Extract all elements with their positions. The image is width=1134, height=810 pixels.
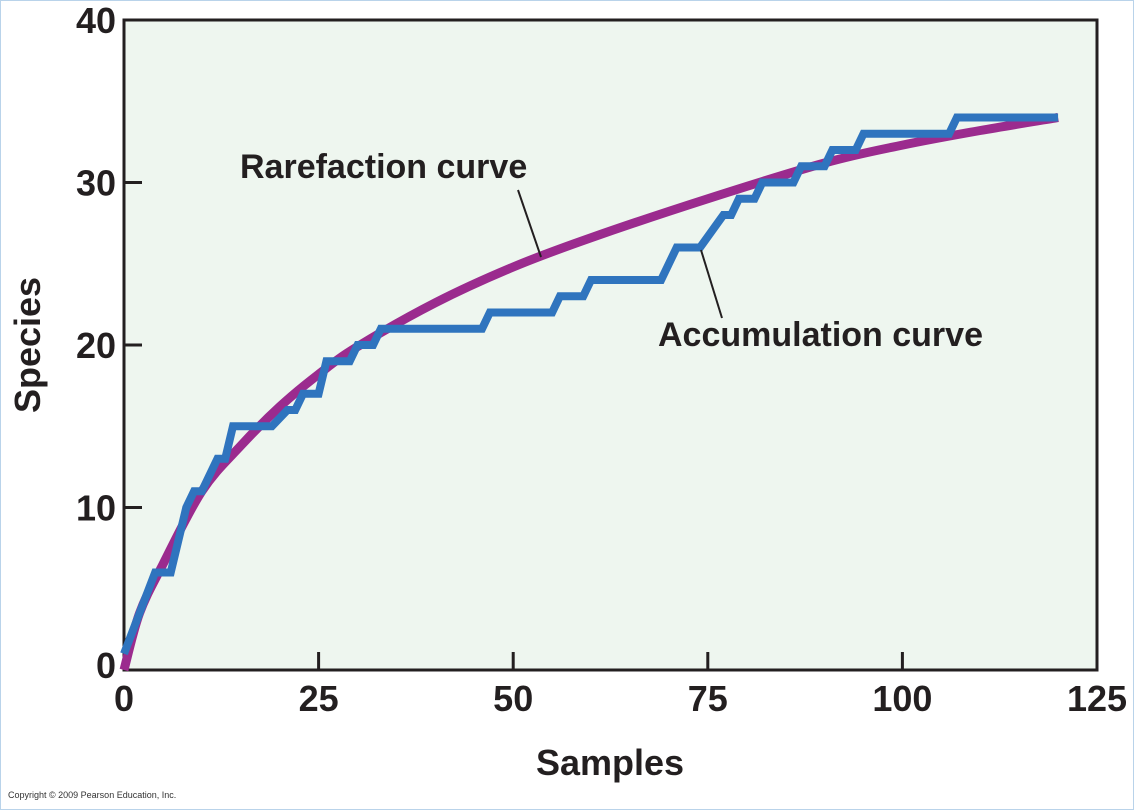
x-tick-label: 0 [114,678,134,719]
plot-background [122,18,1099,672]
x-tick-label: 75 [688,678,728,719]
accumulation-leader-line [700,249,723,319]
y-tick-label: 10 [76,488,116,529]
x-tick-label: 100 [872,678,932,719]
rarefaction-leader-line [517,189,542,258]
x-tick-label: 125 [1067,678,1127,719]
rarefaction-curve-line [119,113,1059,672]
accumulation-label: Accumulation curve [658,316,983,354]
y-tick-label: 20 [76,325,116,366]
y-tick-label: 30 [76,163,116,204]
copyright-notice: Copyright © 2009 Pearson Education, Inc. [8,790,177,800]
y-tick-label: 40 [76,0,116,41]
y-tick-label: 0 [96,645,116,686]
y-axis-title: Species [7,277,48,413]
x-tick-label: 25 [299,678,339,719]
accumulation-curve-line [120,113,1059,656]
x-tick-label: 50 [493,678,533,719]
rarefaction-label: Rarefaction curve [240,148,527,186]
x-axis-title: Samples [536,742,684,783]
